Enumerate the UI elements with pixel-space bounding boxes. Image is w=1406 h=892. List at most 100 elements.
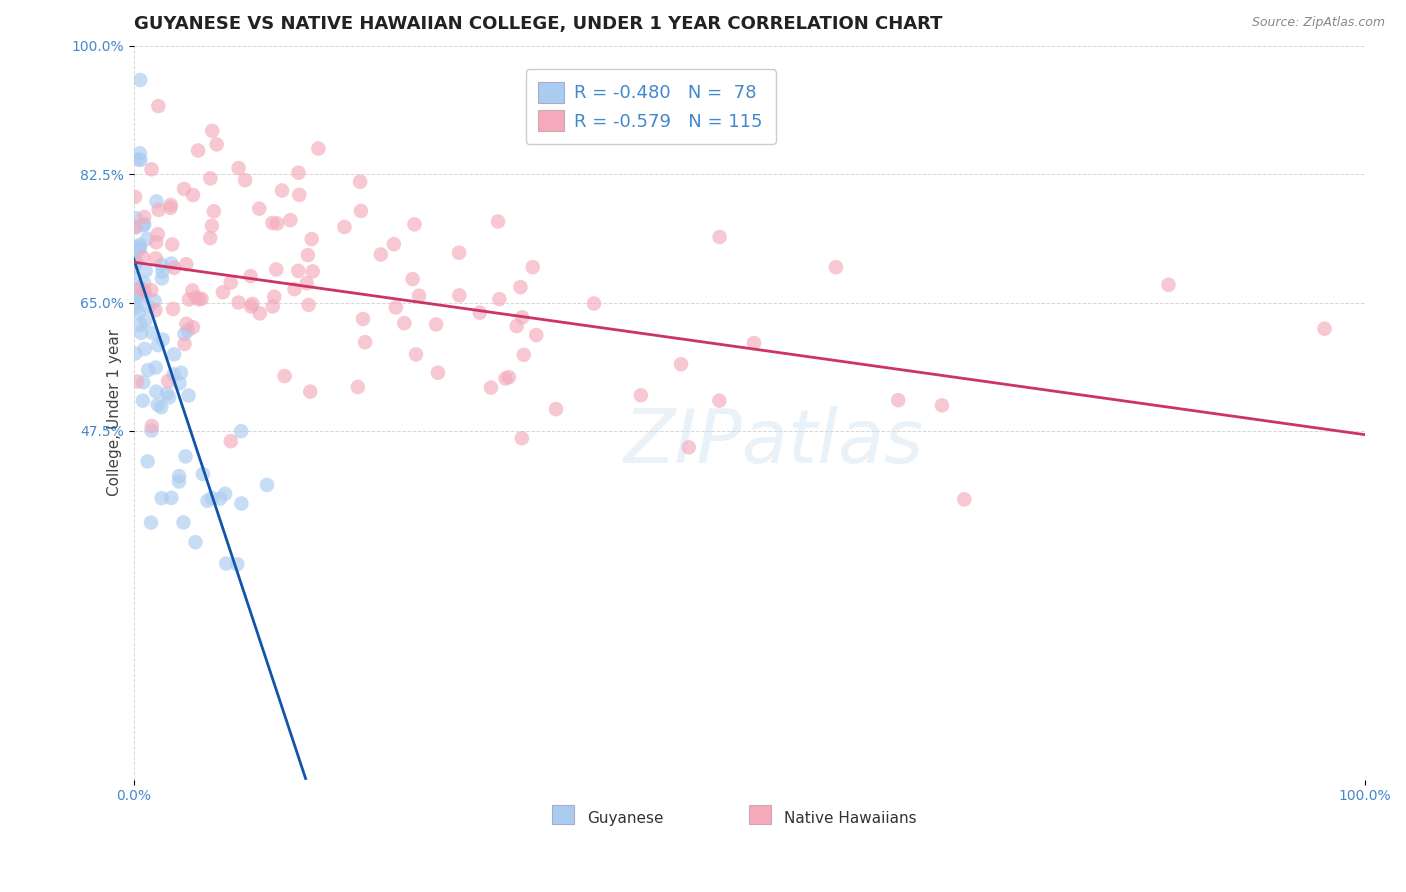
Point — [426, 366, 449, 380]
Point — [174, 450, 197, 464]
Point — [931, 398, 953, 412]
Point — [177, 293, 200, 307]
Point — [145, 235, 167, 250]
Point — [127, 290, 149, 304]
Point — [287, 166, 309, 180]
Point — [184, 290, 207, 304]
Point — [148, 99, 170, 113]
Point — [509, 280, 531, 294]
Point — [522, 260, 544, 274]
Point — [288, 187, 311, 202]
Point — [678, 440, 700, 454]
Point — [181, 284, 204, 298]
Point — [143, 293, 166, 308]
Point — [150, 258, 173, 272]
Point — [266, 217, 288, 231]
Point — [145, 360, 167, 375]
Point — [160, 237, 183, 252]
Point — [229, 424, 252, 438]
Point — [333, 219, 356, 234]
Point — [512, 348, 534, 362]
Point — [124, 296, 146, 310]
Bar — [553, 805, 574, 823]
Point — [128, 241, 150, 255]
Point — [495, 371, 517, 385]
Y-axis label: College, Under 1 year: College, Under 1 year — [107, 329, 122, 496]
Point — [132, 393, 155, 408]
Point — [128, 243, 150, 257]
Point — [134, 342, 156, 356]
Point — [401, 272, 423, 286]
Point — [510, 431, 533, 445]
Point — [141, 326, 163, 340]
Point — [385, 301, 408, 315]
Point — [160, 256, 183, 270]
Point — [129, 153, 152, 167]
Point — [228, 295, 250, 310]
Text: GUYANESE VS NATIVE HAWAIIAN COLLEGE, UNDER 1 YEAR CORRELATION CHART: GUYANESE VS NATIVE HAWAIIAN COLLEGE, UND… — [134, 15, 942, 33]
Point — [132, 251, 155, 265]
Point — [350, 203, 373, 218]
Point — [128, 238, 150, 252]
Point — [226, 558, 249, 572]
Point — [173, 182, 195, 196]
Bar — [749, 805, 772, 823]
Point — [449, 288, 471, 302]
Point — [127, 375, 149, 389]
Point — [167, 469, 190, 483]
Point — [127, 153, 149, 167]
Point — [141, 162, 163, 177]
Point — [159, 198, 181, 212]
Point — [198, 231, 221, 245]
Point — [141, 424, 163, 438]
Point — [141, 283, 163, 297]
Point — [1157, 277, 1180, 292]
Point — [191, 467, 214, 481]
Point — [273, 369, 295, 384]
Point — [349, 175, 371, 189]
Point — [510, 310, 533, 325]
Point — [307, 142, 329, 156]
Point — [264, 262, 287, 277]
Point — [170, 366, 193, 380]
Point — [201, 491, 224, 505]
Point — [181, 320, 204, 334]
Point — [669, 357, 692, 371]
Point — [188, 293, 211, 307]
Point — [1313, 322, 1336, 336]
Point — [301, 232, 323, 246]
Point — [159, 201, 181, 215]
Point — [498, 370, 520, 384]
Point — [146, 227, 169, 242]
Point — [283, 282, 305, 296]
Point — [262, 300, 284, 314]
Point — [215, 557, 238, 571]
Point — [187, 144, 209, 158]
Point — [148, 202, 170, 217]
Point — [219, 434, 242, 449]
Point — [136, 454, 159, 468]
Point — [506, 319, 529, 334]
Point — [146, 338, 169, 352]
Point — [122, 259, 145, 273]
Point — [127, 240, 149, 254]
Point — [124, 190, 146, 204]
Point — [125, 255, 148, 269]
Point — [197, 493, 219, 508]
Point — [134, 285, 156, 299]
Point — [129, 326, 152, 340]
Point — [212, 285, 235, 300]
Point — [214, 487, 236, 501]
Point — [425, 318, 447, 332]
Point — [408, 289, 430, 303]
Point — [134, 210, 156, 224]
Point — [295, 276, 318, 290]
Point — [479, 381, 502, 395]
Point — [134, 277, 156, 291]
Point — [176, 257, 198, 271]
Point — [231, 496, 253, 510]
Point — [138, 300, 160, 314]
Point — [887, 393, 910, 408]
Point — [124, 346, 146, 360]
Point — [132, 219, 155, 233]
